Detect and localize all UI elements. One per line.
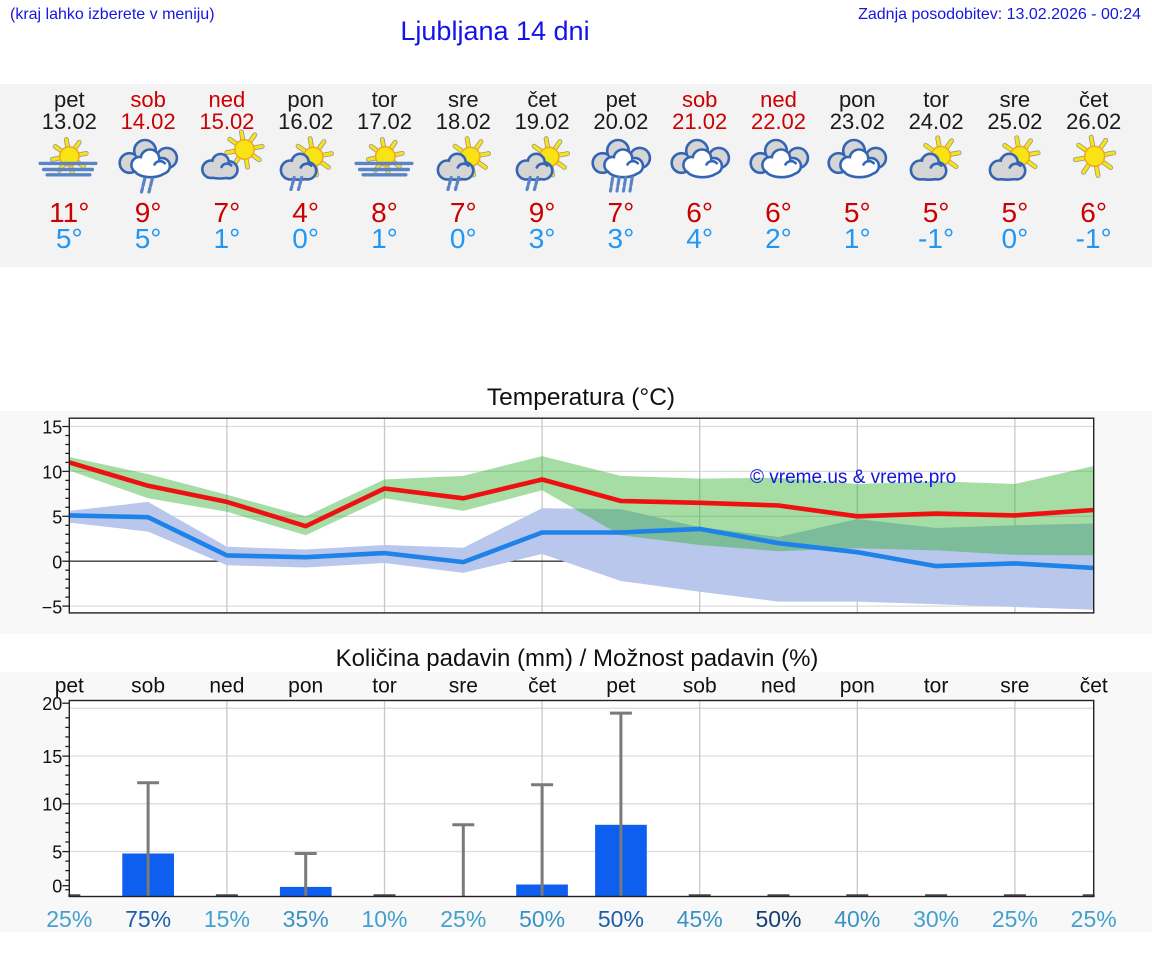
svg-text:0: 0 [52,877,62,897]
svg-text:20: 20 [42,694,62,714]
svg-text:35%: 35% [283,906,329,932]
svg-text:15: 15 [42,747,62,767]
svg-text:25%: 25% [992,906,1038,932]
svg-text:5: 5 [52,842,62,862]
svg-text:pon: pon [840,674,875,697]
svg-text:pet: pet [55,674,84,697]
svg-text:50%: 50% [755,906,801,932]
svg-text:ned: ned [209,674,244,697]
svg-text:50%: 50% [598,906,644,932]
svg-text:75%: 75% [125,906,171,932]
svg-text:sre: sre [449,674,478,697]
svg-text:30%: 30% [913,906,959,932]
svg-text:tor: tor [372,674,397,697]
svg-text:sre: sre [1000,674,1029,697]
svg-text:sob: sob [683,674,717,697]
svg-text:25%: 25% [46,906,92,932]
svg-text:15%: 15% [204,906,250,932]
svg-text:50%: 50% [519,906,565,932]
svg-text:čet: čet [1080,674,1108,697]
svg-text:−5: −5 [42,597,63,617]
svg-text:ned: ned [761,674,796,697]
svg-text:15: 15 [42,418,62,438]
svg-text:pet: pet [606,674,635,697]
svg-text:tor: tor [924,674,949,697]
svg-text:10: 10 [42,795,62,815]
svg-text:čet: čet [528,674,556,697]
svg-text:5: 5 [52,508,62,528]
svg-text:25%: 25% [1071,906,1117,932]
svg-text:10: 10 [42,463,62,483]
svg-text:25%: 25% [440,906,486,932]
svg-text:0: 0 [52,552,62,572]
svg-text:40%: 40% [834,906,880,932]
svg-text:10%: 10% [361,906,407,932]
svg-text:45%: 45% [677,906,723,932]
svg-text:pon: pon [288,674,323,697]
svg-text:sob: sob [131,674,165,697]
svg-text:© vreme.us & vreme.pro: © vreme.us & vreme.pro [750,467,956,488]
